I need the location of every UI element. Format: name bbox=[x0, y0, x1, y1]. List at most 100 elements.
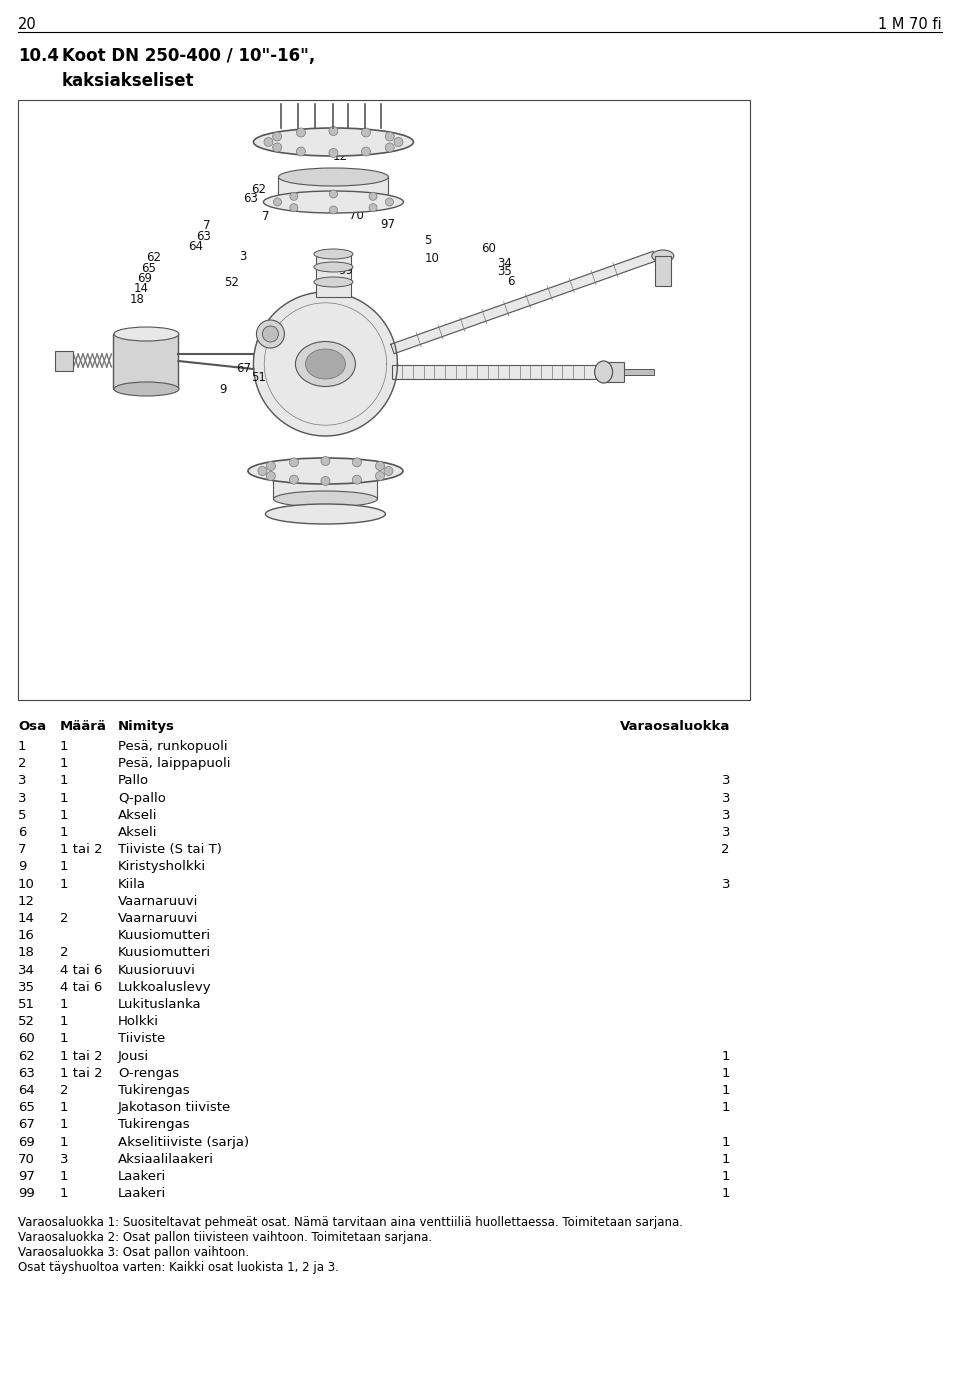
Text: 65: 65 bbox=[141, 261, 156, 275]
Text: 14: 14 bbox=[18, 912, 35, 925]
Circle shape bbox=[321, 456, 330, 466]
Text: Vaarnaruuvi: Vaarnaruuvi bbox=[118, 912, 199, 925]
Ellipse shape bbox=[265, 504, 386, 525]
Circle shape bbox=[329, 206, 338, 213]
Bar bbox=[624, 370, 654, 375]
Text: Q-pallo: Q-pallo bbox=[118, 791, 166, 805]
Text: 1: 1 bbox=[338, 199, 346, 212]
Circle shape bbox=[262, 326, 278, 342]
Text: 3: 3 bbox=[239, 250, 247, 262]
Text: 1: 1 bbox=[722, 1101, 730, 1115]
Text: 1 M 70 fi: 1 M 70 fi bbox=[878, 17, 942, 32]
Text: 97: 97 bbox=[18, 1170, 35, 1183]
Ellipse shape bbox=[314, 262, 353, 272]
Text: 7: 7 bbox=[204, 219, 210, 232]
Circle shape bbox=[352, 476, 361, 484]
Circle shape bbox=[352, 458, 361, 467]
Text: 1: 1 bbox=[60, 826, 68, 838]
Circle shape bbox=[369, 204, 377, 212]
Text: 1: 1 bbox=[722, 1170, 730, 1183]
Text: 69: 69 bbox=[18, 1136, 35, 1148]
Circle shape bbox=[289, 476, 299, 484]
Text: 99: 99 bbox=[18, 1187, 35, 1200]
Text: 62: 62 bbox=[18, 1049, 35, 1063]
Text: Akseli: Akseli bbox=[118, 826, 157, 838]
Text: 64: 64 bbox=[18, 1084, 35, 1096]
Text: Holkki: Holkki bbox=[118, 1016, 159, 1028]
Bar bbox=[113, 333, 179, 389]
Text: 60: 60 bbox=[481, 241, 496, 255]
Text: 10.4: 10.4 bbox=[18, 47, 59, 66]
Text: Kuusiomutteri: Kuusiomutteri bbox=[118, 946, 211, 960]
Text: 3: 3 bbox=[18, 791, 27, 805]
Text: 1 tai 2: 1 tai 2 bbox=[60, 1067, 103, 1080]
Text: Varaosaluokka: Varaosaluokka bbox=[619, 720, 730, 732]
Bar bbox=[274, 472, 377, 499]
Text: 9: 9 bbox=[219, 382, 227, 396]
Text: 1: 1 bbox=[60, 774, 68, 787]
Text: 2: 2 bbox=[60, 912, 68, 925]
Text: 1: 1 bbox=[60, 739, 68, 753]
Text: 70: 70 bbox=[348, 209, 364, 222]
Text: 7: 7 bbox=[262, 211, 269, 223]
Circle shape bbox=[329, 127, 338, 135]
Text: 3: 3 bbox=[722, 809, 730, 822]
Text: Pesä, laippapuoli: Pesä, laippapuoli bbox=[118, 757, 230, 770]
Text: 60: 60 bbox=[18, 1032, 35, 1045]
Text: 52: 52 bbox=[225, 276, 239, 289]
Text: Laakeri: Laakeri bbox=[118, 1170, 166, 1183]
Text: 1: 1 bbox=[60, 1187, 68, 1200]
Text: Laakeri: Laakeri bbox=[118, 1187, 166, 1200]
Text: 7: 7 bbox=[18, 843, 27, 857]
Ellipse shape bbox=[253, 128, 414, 156]
Text: 52: 52 bbox=[18, 1016, 35, 1028]
Circle shape bbox=[266, 462, 276, 470]
Text: Kuusioruuvi: Kuusioruuvi bbox=[118, 964, 196, 976]
Text: 5: 5 bbox=[424, 234, 432, 247]
Text: Kiila: Kiila bbox=[118, 877, 146, 890]
Ellipse shape bbox=[263, 191, 403, 213]
Ellipse shape bbox=[274, 491, 377, 506]
Text: Tukirengas: Tukirengas bbox=[118, 1084, 190, 1096]
Text: 63: 63 bbox=[18, 1067, 35, 1080]
Ellipse shape bbox=[652, 250, 674, 262]
Text: 1 tai 2: 1 tai 2 bbox=[60, 1049, 103, 1063]
Circle shape bbox=[264, 138, 273, 146]
Text: Aksiaalilaakeri: Aksiaalilaakeri bbox=[118, 1152, 214, 1166]
Circle shape bbox=[329, 148, 338, 158]
Circle shape bbox=[394, 138, 403, 146]
Circle shape bbox=[375, 472, 385, 480]
Circle shape bbox=[384, 466, 393, 476]
Text: 1: 1 bbox=[18, 739, 27, 753]
Text: Varaosaluokka 1: Suositeltavat pehmeät osat. Nämä tarvitaan aina venttiiliä huol: Varaosaluokka 1: Suositeltavat pehmeät o… bbox=[18, 1216, 683, 1229]
Text: 1 tai 2: 1 tai 2 bbox=[60, 843, 103, 857]
Text: 1: 1 bbox=[722, 1187, 730, 1200]
Text: 1: 1 bbox=[722, 1049, 730, 1063]
Text: Lukituslanka: Lukituslanka bbox=[118, 997, 202, 1011]
Bar bbox=[393, 365, 604, 379]
Circle shape bbox=[369, 193, 377, 201]
Text: Kiristysholkki: Kiristysholkki bbox=[118, 861, 206, 873]
Circle shape bbox=[256, 319, 284, 347]
Text: 70: 70 bbox=[18, 1152, 35, 1166]
Text: 67: 67 bbox=[18, 1119, 35, 1131]
Text: Varaosaluokka 3: Osat pallon vaihtoon.: Varaosaluokka 3: Osat pallon vaihtoon. bbox=[18, 1246, 250, 1260]
Ellipse shape bbox=[305, 349, 346, 379]
Text: 34: 34 bbox=[18, 964, 35, 976]
Circle shape bbox=[385, 198, 394, 206]
Text: Lukkoaluslevy: Lukkoaluslevy bbox=[118, 981, 211, 993]
Text: 34: 34 bbox=[497, 257, 513, 269]
Text: 6: 6 bbox=[18, 826, 26, 838]
Text: Kuusiomutteri: Kuusiomutteri bbox=[118, 929, 211, 942]
Text: Tukirengas: Tukirengas bbox=[118, 1119, 190, 1131]
Text: 18: 18 bbox=[130, 293, 145, 306]
Text: Akselitiiviste (sarja): Akselitiiviste (sarja) bbox=[118, 1136, 250, 1148]
Text: Vaarnaruuvi: Vaarnaruuvi bbox=[118, 894, 199, 908]
Text: 51: 51 bbox=[251, 371, 266, 384]
Text: 63: 63 bbox=[196, 230, 211, 243]
Circle shape bbox=[361, 128, 371, 137]
Circle shape bbox=[273, 144, 281, 152]
Text: 2: 2 bbox=[346, 169, 352, 183]
Text: 9: 9 bbox=[18, 861, 26, 873]
Text: 1: 1 bbox=[722, 1084, 730, 1096]
